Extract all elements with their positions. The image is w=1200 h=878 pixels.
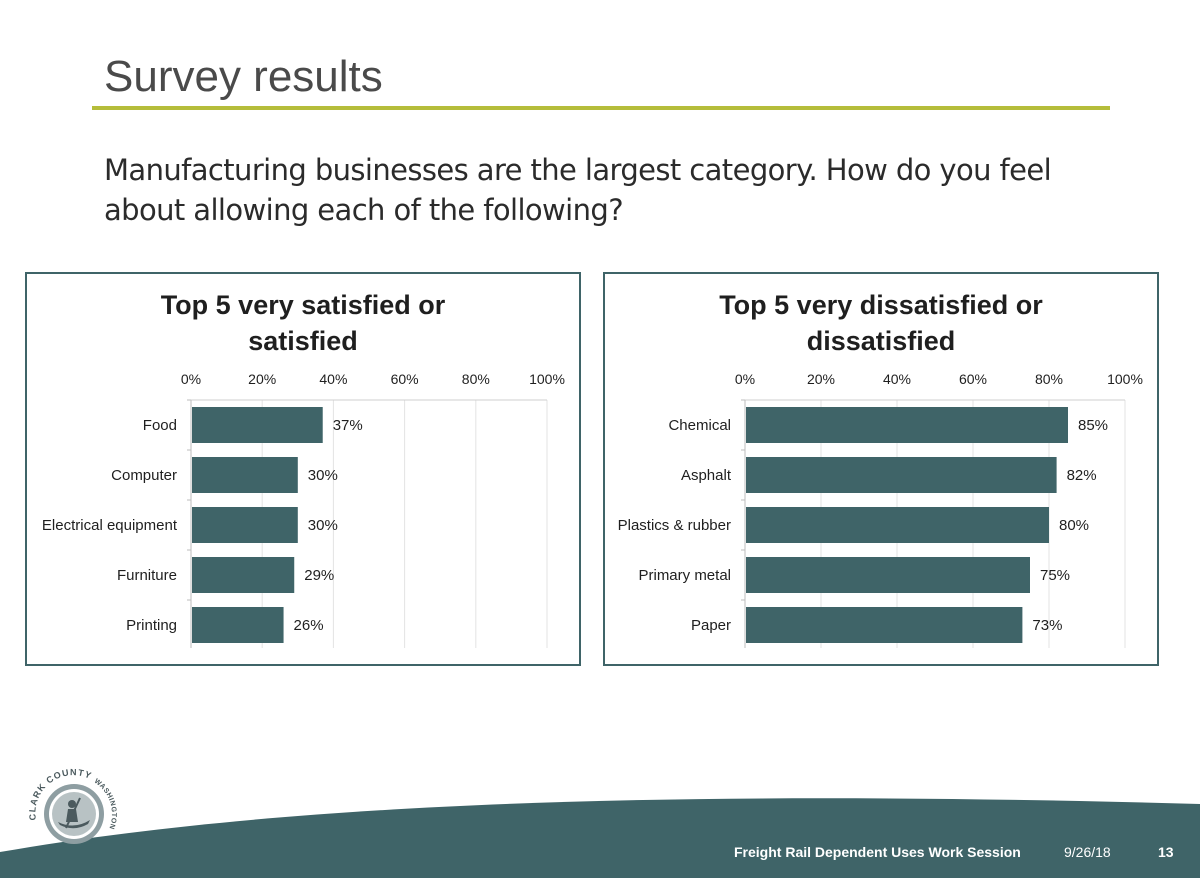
satisfied-value-label: 29%	[304, 567, 334, 584]
satisfied-bar	[192, 507, 298, 543]
dissatisfied-value-label: 73%	[1032, 617, 1062, 634]
satisfied-tick-label: 0%	[181, 371, 201, 387]
chart-satisfied: Top 5 very satisfied or satisfied 0% 20% 40%…	[25, 272, 581, 666]
satisfied-tick-label: 20%	[248, 371, 276, 387]
satisfied-value-label: 30%	[308, 467, 338, 484]
county-seal-icon: CLARK COUNTY WASHINGTON	[27, 767, 117, 844]
dissatisfied-category-label: Paper	[691, 617, 731, 634]
dissatisfied-chart-title-line: dissatisfied	[807, 326, 956, 356]
footer-page-number: 13	[1158, 844, 1174, 860]
slide-title: Survey results	[104, 52, 383, 101]
chart-satisfied-svg: Top 5 very satisfied or satisfied 0% 20% 40%…	[42, 290, 565, 648]
satisfied-chart-title-line: Top 5 very satisfied or	[161, 290, 446, 320]
satisfied-bar	[192, 607, 284, 643]
dissatisfied-category-label: Chemical	[668, 417, 731, 434]
satisfied-bar	[192, 457, 298, 493]
satisfied-tick-label: 40%	[319, 371, 347, 387]
dissatisfied-category-label: Asphalt	[681, 467, 732, 484]
chart-dissatisfied-svg: Top 5 very dissatisfied or dissatisfied 0%…	[618, 290, 1143, 648]
dissatisfied-category-label: Plastics & rubber	[618, 517, 731, 534]
satisfied-tick-label: 100%	[529, 371, 565, 387]
satisfied-category-label: Printing	[126, 617, 177, 634]
dissatisfied-bar	[746, 407, 1068, 443]
slide-subtitle: Manufacturing businesses are the largest…	[104, 153, 1052, 227]
chart-dissatisfied: Top 5 very dissatisfied or dissatisfied 0%…	[603, 272, 1159, 666]
satisfied-bar	[192, 557, 295, 593]
dissatisfied-bar	[746, 607, 1023, 643]
dissatisfied-value-label: 75%	[1040, 567, 1070, 584]
dissatisfied-tick-label: 60%	[959, 371, 987, 387]
dissatisfied-value-label: 82%	[1067, 467, 1097, 484]
footer-session: Freight Rail Dependent Uses Work Session	[734, 844, 1021, 860]
dissatisfied-tick-label: 0%	[735, 371, 755, 387]
dissatisfied-tick-label: 80%	[1035, 371, 1063, 387]
satisfied-value-label: 26%	[294, 617, 324, 634]
dissatisfied-bar	[746, 457, 1057, 493]
satisfied-value-label: 37%	[333, 417, 363, 434]
dissatisfied-bar	[746, 507, 1049, 543]
satisfied-bar	[192, 407, 323, 443]
dissatisfied-value-label: 80%	[1059, 517, 1089, 534]
satisfied-tick-label: 80%	[462, 371, 490, 387]
satisfied-category-label: Furniture	[117, 567, 177, 584]
title-rule	[92, 106, 1110, 110]
footer-band	[0, 798, 1200, 878]
dissatisfied-category-label: Primary metal	[638, 567, 731, 584]
satisfied-chart-title-line: satisfied	[248, 326, 358, 356]
satisfied-tick-label: 60%	[391, 371, 419, 387]
dissatisfied-chart-title-line: Top 5 very dissatisfied or	[719, 290, 1043, 320]
satisfied-category-label: Computer	[111, 467, 177, 484]
dissatisfied-tick-label: 100%	[1107, 371, 1143, 387]
dissatisfied-value-label: 85%	[1078, 417, 1108, 434]
dissatisfied-tick-label: 40%	[883, 371, 911, 387]
satisfied-value-label: 30%	[308, 517, 338, 534]
dissatisfied-tick-label: 20%	[807, 371, 835, 387]
satisfied-category-label: Electrical equipment	[42, 517, 178, 534]
satisfied-category-label: Food	[143, 417, 177, 434]
footer-date: 9/26/18	[1064, 844, 1111, 860]
dissatisfied-bar	[746, 557, 1030, 593]
